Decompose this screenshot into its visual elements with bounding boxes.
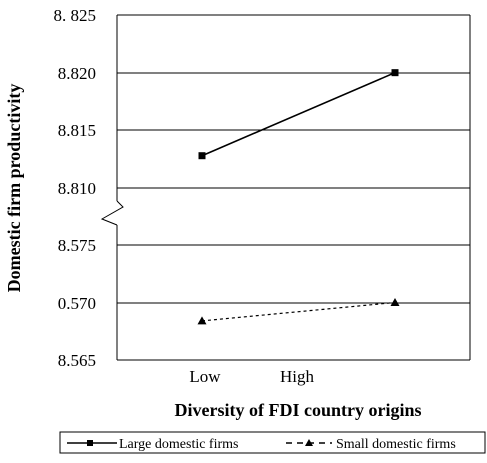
data-point-large-low <box>198 152 206 160</box>
y-axis-title: Domestic firm productivity <box>4 84 24 293</box>
legend-label-small: Small domestic firms <box>336 437 456 452</box>
series-line-large-domestic-firms <box>201 71 396 157</box>
y-tick-label: 8.815 <box>58 121 96 140</box>
y-tick-label: 8.565 <box>58 351 96 370</box>
y-tick-label: 8. 825 <box>54 6 97 25</box>
series-small-domestic-firms <box>197 298 400 325</box>
x-tick-label: High <box>280 367 315 386</box>
y-tick-label: 8.810 <box>58 179 96 198</box>
series-line-small-domestic-firms <box>201 301 396 322</box>
axis-break-mark <box>100 200 124 226</box>
legend-label-large: Large domestic firms <box>119 437 239 452</box>
y-tick-label: 8.575 <box>58 236 96 255</box>
y-tick-labels: 8. 825 8.820 8.815 8.810 8.575 0.570 8.5… <box>54 6 97 370</box>
legend-box <box>59 431 486 454</box>
legend: Large domestic firms Small domestic firm… <box>59 431 486 454</box>
x-axis-title: Diversity of FDI country origins <box>175 400 422 420</box>
y-tick-label: 0.570 <box>58 294 96 313</box>
data-point-small-high <box>390 298 400 306</box>
series-large-domestic-firms <box>198 69 399 160</box>
y-tick-label: 8.820 <box>58 64 96 83</box>
gridlines <box>117 72 470 304</box>
data-point-small-low <box>197 316 207 325</box>
data-point-large-high <box>391 69 399 77</box>
x-tick-label: Low <box>189 367 221 386</box>
legend-marker-square <box>87 440 93 446</box>
legend-marker-triangle <box>305 439 313 446</box>
x-tick-labels: Low High <box>189 367 314 386</box>
